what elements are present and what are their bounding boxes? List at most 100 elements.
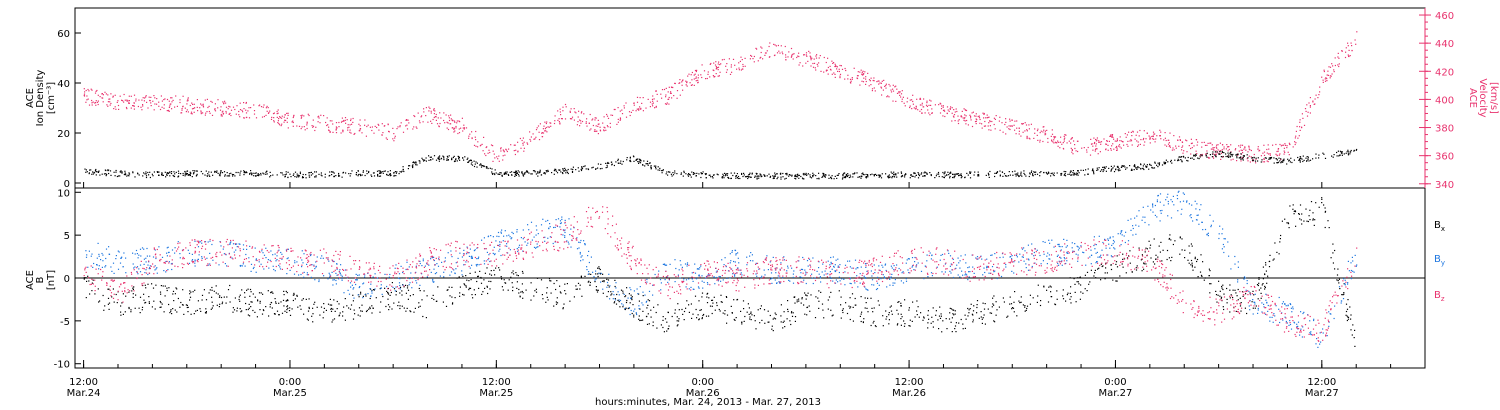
density-point bbox=[1240, 158, 1242, 160]
velocity-point bbox=[738, 69, 740, 71]
bx-point bbox=[436, 300, 438, 302]
velocity-point bbox=[674, 82, 676, 84]
density-point bbox=[333, 172, 335, 174]
velocity-point bbox=[1306, 104, 1308, 106]
density-point bbox=[958, 175, 960, 177]
density-point bbox=[380, 171, 382, 173]
density-point bbox=[508, 174, 510, 176]
velocity-point bbox=[201, 104, 203, 106]
bx-point bbox=[473, 289, 475, 291]
velocity-point bbox=[750, 54, 752, 57]
bx-point bbox=[511, 282, 513, 284]
density-point bbox=[207, 173, 209, 175]
bx-point bbox=[275, 302, 277, 304]
bx-point bbox=[387, 292, 389, 294]
bx-point bbox=[940, 313, 942, 315]
velocity-point bbox=[1011, 125, 1013, 127]
velocity-point bbox=[947, 109, 949, 111]
velocity-point bbox=[887, 95, 889, 97]
density-point bbox=[189, 173, 191, 175]
velocity-point bbox=[171, 101, 173, 103]
velocity-point bbox=[1126, 134, 1128, 136]
bx-point bbox=[1258, 277, 1260, 279]
velocity-point bbox=[1098, 140, 1100, 142]
velocity-point bbox=[831, 73, 833, 75]
bx-point bbox=[211, 286, 213, 289]
density-point bbox=[269, 171, 271, 173]
velocity-point bbox=[475, 130, 477, 133]
bx-point bbox=[387, 298, 389, 300]
bx-point bbox=[783, 320, 785, 322]
density-point bbox=[705, 177, 707, 179]
bx-point bbox=[285, 300, 287, 302]
bx-point bbox=[1323, 204, 1325, 206]
velocity-point bbox=[235, 113, 237, 115]
velocity-point bbox=[393, 140, 395, 142]
velocity-point bbox=[661, 89, 664, 91]
velocity-point bbox=[689, 82, 691, 84]
velocity-point bbox=[340, 121, 343, 123]
velocity-point bbox=[200, 110, 202, 112]
bx-point bbox=[325, 309, 327, 311]
bx-point bbox=[1184, 249, 1186, 251]
bx-point bbox=[955, 331, 957, 333]
velocity-point bbox=[167, 109, 169, 112]
density-point bbox=[900, 172, 903, 174]
velocity-point bbox=[238, 114, 240, 116]
velocity-point bbox=[714, 64, 717, 66]
density-point bbox=[528, 172, 530, 174]
density-point bbox=[1164, 163, 1166, 165]
mark-layer bbox=[83, 31, 1358, 348]
bx-point bbox=[983, 314, 985, 316]
density-point bbox=[1134, 164, 1136, 167]
bx-point bbox=[1307, 220, 1309, 223]
bx-point bbox=[1274, 242, 1276, 244]
bx-point bbox=[772, 318, 774, 320]
velocity-point bbox=[609, 126, 611, 128]
density-point bbox=[637, 158, 639, 160]
by-point bbox=[865, 288, 867, 290]
density-point bbox=[1149, 163, 1151, 165]
velocity-point bbox=[1096, 137, 1098, 139]
bx-point bbox=[254, 296, 256, 298]
velocity-point bbox=[845, 69, 847, 72]
by-point bbox=[690, 286, 692, 288]
density-point bbox=[988, 176, 990, 178]
velocity-point bbox=[633, 102, 635, 104]
density-point bbox=[891, 177, 893, 179]
density-point bbox=[638, 161, 640, 163]
bx-point bbox=[1345, 310, 1348, 313]
bx-point bbox=[1256, 284, 1259, 286]
velocity-point bbox=[312, 126, 314, 128]
by-point bbox=[1289, 320, 1291, 322]
by-point bbox=[1159, 201, 1161, 203]
bx-point bbox=[711, 299, 713, 301]
velocity-point bbox=[153, 95, 155, 97]
velocity-point bbox=[690, 84, 692, 86]
velocity-point bbox=[292, 120, 294, 122]
bx-point bbox=[1062, 298, 1065, 300]
bx-point bbox=[195, 310, 197, 312]
velocity-point bbox=[780, 45, 782, 47]
by-point bbox=[1023, 260, 1025, 262]
bx-point bbox=[882, 315, 884, 317]
velocity-point bbox=[715, 61, 717, 63]
bx-point bbox=[808, 305, 810, 307]
bx-point bbox=[251, 301, 253, 303]
velocity-point bbox=[176, 105, 178, 107]
velocity-point bbox=[320, 114, 322, 116]
by-point bbox=[1350, 269, 1352, 272]
bx-point bbox=[1208, 275, 1210, 277]
velocity-point bbox=[831, 60, 833, 62]
bx-point bbox=[810, 294, 812, 296]
density-point bbox=[226, 175, 228, 177]
velocity-point bbox=[1137, 144, 1140, 146]
velocity-point bbox=[277, 122, 279, 124]
bx-point bbox=[286, 305, 289, 307]
density-point bbox=[688, 173, 690, 176]
velocity-point bbox=[1230, 159, 1232, 161]
bx-point bbox=[904, 323, 906, 325]
density-point bbox=[1347, 149, 1349, 151]
by-point bbox=[1309, 332, 1311, 334]
density-point bbox=[1016, 173, 1018, 175]
